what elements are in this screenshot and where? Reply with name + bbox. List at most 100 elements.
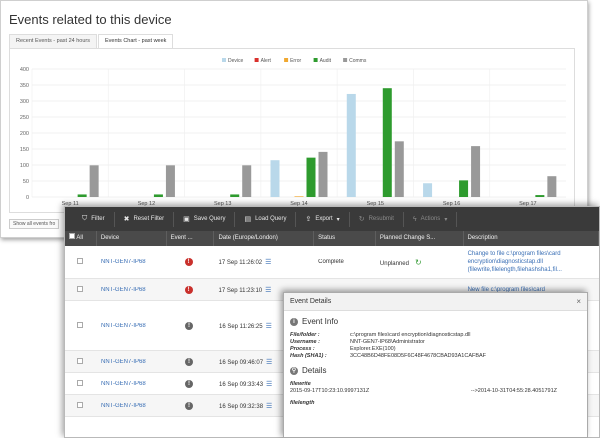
bar — [394, 141, 404, 197]
row-date-cell: 17 Sep 11:26:02 ☰ — [215, 258, 315, 266]
bar — [547, 176, 557, 197]
row-checkbox[interactable] — [77, 401, 83, 408]
y-tick-label: 400 — [20, 67, 29, 73]
x-tick-label: Sep 11 — [62, 201, 79, 207]
reset-filter-button[interactable]: ✖ Reset Filter — [115, 211, 175, 227]
select-all-checkbox[interactable] — [69, 233, 75, 239]
row-planned: Unplanned — [379, 260, 409, 267]
reset-filter-label: Reset Filter — [133, 216, 165, 222]
y-tick-label: 150 — [20, 147, 29, 153]
x-tick-label: Sep 13 — [214, 201, 231, 207]
legend-swatch — [343, 58, 348, 62]
folder-icon: ▤ — [244, 216, 252, 223]
info-key: Username : — [290, 339, 320, 345]
row-device[interactable]: NNT-GEN7-IP68 — [101, 358, 146, 365]
bar — [346, 93, 356, 197]
row-date: 16 Sep 09:33:43 — [219, 381, 264, 388]
bar — [459, 180, 469, 197]
bar — [535, 195, 545, 197]
y-tick-label: 50 — [23, 179, 29, 185]
row-select-cell — [65, 401, 97, 410]
bar — [423, 183, 433, 197]
row-device[interactable]: NNT-GEN7-IP68 — [101, 380, 146, 387]
event-info-title: Event Info — [302, 317, 339, 326]
info-key: Process : — [290, 346, 315, 352]
row-select-cell — [65, 357, 97, 366]
row-checkbox[interactable] — [77, 321, 83, 328]
bar — [77, 194, 87, 197]
header-select-all[interactable]: All — [65, 231, 97, 246]
info-value: NNT-GEN7-IP68\Administrator — [350, 339, 425, 345]
header-planned-change[interactable]: Planned Change S... — [376, 231, 464, 246]
row-description[interactable]: Change to file c:\program files\card enc… — [467, 251, 562, 273]
filter-icon: ⛉ — [82, 215, 88, 222]
tab-recent-events[interactable]: Recent Events - past 24 hours — [9, 34, 97, 48]
list-icon[interactable]: ☰ — [265, 286, 272, 294]
row-event-cell: ! — [167, 258, 215, 266]
tab-events-chart[interactable]: Events Chart - past week — [97, 34, 174, 48]
list-icon[interactable]: ☰ — [266, 402, 273, 410]
close-icon: ✖ — [123, 216, 130, 223]
dialog-title: Event Details — [290, 298, 332, 305]
filter-button[interactable]: ⛉ Filter — [73, 211, 115, 227]
export-button[interactable]: ⇪ Export ▾ — [296, 211, 350, 227]
close-icon[interactable]: × — [576, 297, 581, 306]
alert-icon: ! — [184, 285, 193, 294]
detail-name: filewrite — [290, 381, 311, 387]
row-event-cell: ! — [167, 379, 215, 388]
row-date-cell: 17 Sep 11:23:10 ☰ — [215, 286, 315, 294]
row-device[interactable]: NNT-GEN7-IP68 — [100, 286, 146, 293]
bar — [270, 160, 280, 197]
header-date[interactable]: Date (Europe/London) — [214, 231, 315, 246]
row-checkbox[interactable] — [77, 258, 83, 264]
row-device[interactable]: NNT-GEN7-IP68 — [101, 322, 146, 329]
row-description[interactable]: New file c:\program files\card — [467, 286, 545, 293]
y-tick-label: 0 — [26, 195, 29, 201]
legend-swatch — [284, 58, 289, 62]
header-description[interactable]: Description — [464, 231, 599, 246]
x-tick-label: Sep 15 — [367, 201, 384, 207]
list-icon[interactable]: ☰ — [266, 358, 273, 366]
events-panel: Events related to this device Recent Eve… — [0, 0, 588, 238]
legend-label: Device — [228, 58, 244, 64]
header-device[interactable]: Device — [97, 231, 167, 246]
header-event[interactable]: Event ... — [167, 231, 215, 246]
row-checkbox[interactable] — [77, 357, 83, 364]
save-icon: ▣ — [183, 216, 190, 223]
info-icon: i — [290, 317, 298, 326]
list-icon[interactable]: ☰ — [265, 259, 272, 266]
save-query-button[interactable]: ▣ Save Query — [174, 211, 236, 227]
list-icon[interactable]: ☰ — [265, 322, 272, 330]
info-icon: ! — [185, 357, 193, 366]
row-date: 16 Sep 09:32:38 — [219, 403, 264, 410]
events-tabs: Recent Events - past 24 hours Events Cha… — [9, 34, 174, 48]
row-device[interactable]: NNT-GEN7-IP68 — [100, 259, 146, 265]
x-tick-label: Sep 17 — [519, 201, 536, 207]
row-checkbox[interactable] — [77, 379, 83, 386]
show-all-events-button[interactable]: Show all events fro — [9, 219, 60, 229]
event-details-dialog: Event Details × i Event Info File/folder… — [283, 292, 588, 438]
resubmit-button[interactable]: ↻ Resubmit — [350, 211, 404, 227]
actions-button[interactable]: ϟ Actions ▾ — [404, 211, 458, 227]
header-status[interactable]: Status — [314, 231, 376, 246]
legend-swatch — [313, 58, 318, 62]
row-checkbox[interactable] — [77, 285, 83, 292]
export-label: Export — [315, 216, 333, 222]
row-date-cell: 16 Sep 09:33:43 ☰ — [215, 380, 315, 388]
info-row: Username : NNT-GEN7-IP68\Administrator — [290, 339, 587, 346]
legend-label: Audit — [320, 58, 332, 64]
row-device[interactable]: NNT-GEN7-IP68 — [101, 402, 146, 409]
row-event-cell: ! — [167, 401, 215, 410]
row-event-cell: ! — [167, 357, 215, 366]
load-query-button[interactable]: ▤ Load Query — [235, 211, 297, 227]
row-date: 16 Sep 11:26:25 — [219, 323, 263, 330]
table-row[interactable]: NNT-GEN7-IP68 ! 17 Sep 11:26:02 ☰ Complet… — [65, 246, 599, 279]
load-query-label: Load Query — [255, 216, 287, 222]
refresh-icon[interactable]: ↻ — [414, 257, 422, 267]
row-select-cell — [65, 379, 97, 388]
filter-label: Filter — [91, 216, 105, 222]
grid-header: All Device Event ... Date (Europe/London… — [65, 231, 599, 246]
bar — [471, 146, 481, 197]
detail-values: 2015-09-17T10:23:10.9997131Z -->2014-10-… — [290, 388, 581, 394]
list-icon[interactable]: ☰ — [266, 380, 273, 388]
